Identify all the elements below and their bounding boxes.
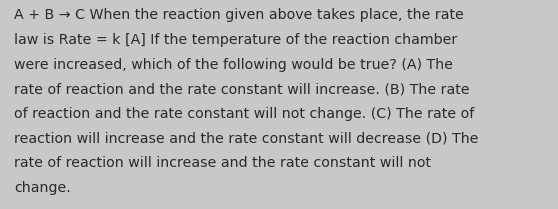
Text: rate of reaction and the rate constant will increase. (B) The rate: rate of reaction and the rate constant w… xyxy=(14,82,470,96)
Text: law is Rate = k [A] If the temperature of the reaction chamber: law is Rate = k [A] If the temperature o… xyxy=(14,33,457,47)
Text: were increased, which of the following would be true? (A) The: were increased, which of the following w… xyxy=(14,58,453,72)
Text: change.: change. xyxy=(14,181,71,195)
Text: of reaction and the rate constant will not change. (C) The rate of: of reaction and the rate constant will n… xyxy=(14,107,474,121)
Text: A + B → C When the reaction given above takes place, the rate: A + B → C When the reaction given above … xyxy=(14,8,464,22)
Text: rate of reaction will increase and the rate constant will not: rate of reaction will increase and the r… xyxy=(14,156,431,170)
Text: reaction will increase and the rate constant will decrease (D) The: reaction will increase and the rate cons… xyxy=(14,132,478,146)
